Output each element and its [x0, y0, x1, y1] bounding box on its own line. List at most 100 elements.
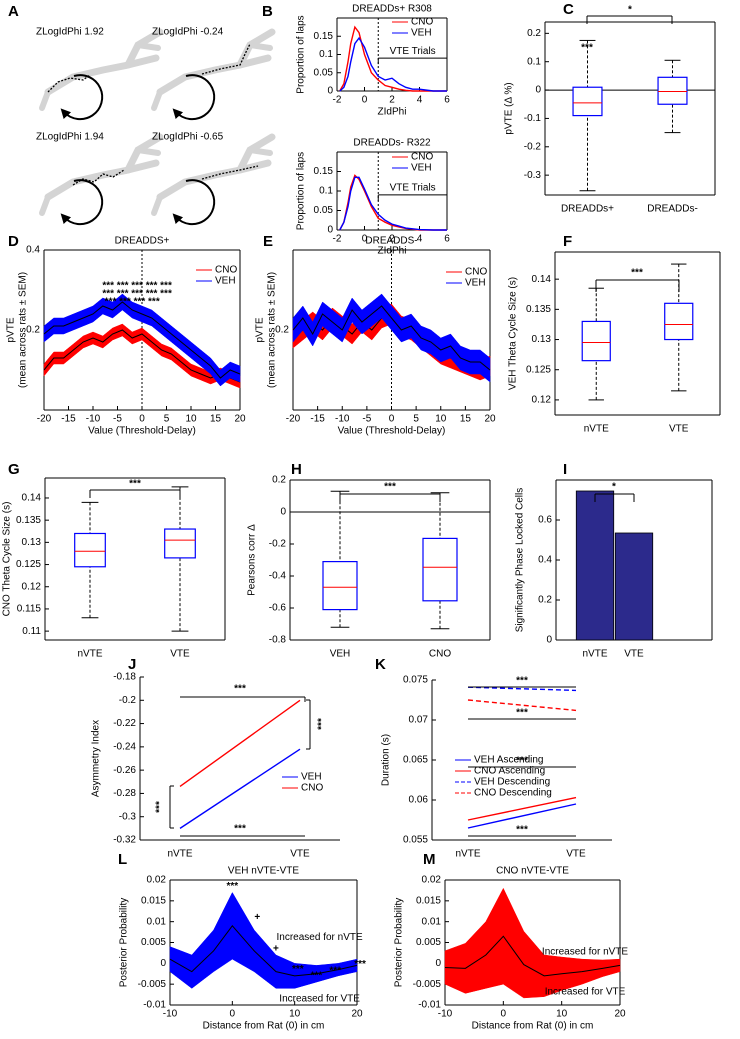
y-axis-label: Proportion of laps — [296, 152, 307, 230]
error-band — [43, 323, 241, 389]
annotation: VTE Trials — [390, 46, 436, 57]
y-tick-label: 0.12 — [532, 395, 552, 406]
note: Increased for VTE — [279, 993, 360, 1004]
y-tick-label: 0.1 — [527, 56, 541, 67]
x-tick-label: VTE — [624, 649, 644, 660]
y-tick-label: 0.4 — [538, 555, 552, 566]
y-tick-label: 0.01 — [422, 916, 442, 927]
x-tick-label: 6 — [444, 234, 450, 245]
significance: *** — [292, 964, 304, 975]
y-axis-label: CNO Theta Cycle Size (s) — [2, 502, 13, 617]
chart-title: DREADDs+ R308 — [352, 4, 432, 15]
y-tick-label: -0.22 — [113, 718, 136, 729]
x-tick-label: 10 — [556, 1009, 568, 1020]
box — [164, 528, 196, 559]
significance: *** — [581, 43, 593, 54]
note: Increased for nVTE — [277, 932, 363, 943]
panel-label: A — [8, 3, 19, 20]
series-line — [467, 686, 577, 692]
series-line — [467, 796, 577, 821]
x-tick-label: CNO — [429, 649, 451, 660]
chart-title: CNO nVTE-VTE — [496, 866, 569, 877]
y-tick-label: 0.055 — [403, 835, 428, 846]
x-tick-label: 0 — [501, 1009, 507, 1020]
x-tick-label: -15 — [310, 414, 325, 425]
y-tick-label: 0 — [535, 85, 541, 96]
box — [422, 537, 458, 602]
y-tick-label: -0.2 — [524, 141, 542, 152]
legend-label: VEH — [215, 276, 236, 287]
box — [657, 76, 688, 105]
box — [74, 532, 106, 568]
significance: *** — [516, 756, 528, 767]
y-tick-label: -0.1 — [524, 113, 542, 124]
error-band — [43, 293, 241, 387]
x-tick-label: 0 — [139, 414, 145, 425]
x-tick-label: nVTE — [584, 424, 609, 435]
significance: * — [628, 5, 632, 16]
x-tick-label: 0 — [389, 414, 395, 425]
y-tick-label: -0.3 — [524, 170, 542, 181]
box — [322, 560, 358, 611]
y-tick-label: 0 — [546, 635, 552, 646]
y-tick-label: 0.075 — [403, 675, 428, 686]
x-tick-label: nVTE — [455, 849, 480, 860]
x-axis-label: Value (Threshold-Delay) — [88, 426, 196, 437]
annotation: VTE Trials — [390, 183, 436, 194]
mean-line — [444, 935, 621, 977]
y-tick-label: 0.015 — [141, 895, 166, 906]
y-tick-label: 0.2 — [26, 325, 40, 336]
series-line — [179, 699, 301, 788]
x-tick-label: 20 — [234, 414, 246, 425]
significance: *** — [329, 965, 341, 976]
significance: *** — [234, 684, 246, 695]
y-tick-label: 0.1 — [319, 186, 333, 197]
y-tick-label: -0.3 — [119, 811, 137, 822]
x-tick-label: -5 — [362, 414, 371, 425]
significance: *** *** *** *** *** — [102, 281, 172, 292]
trial-label: ZLogIdPhi 1.94 — [36, 132, 104, 143]
x-tick-label: 20 — [614, 1009, 626, 1020]
x-tick-label: 0 — [362, 95, 368, 106]
y-tick-label: 0.005 — [416, 937, 441, 948]
x-tick-label: -20 — [37, 414, 52, 425]
x-tick-label: 4 — [417, 234, 423, 245]
y-axis-label: (mean across rats ± SEM) — [18, 272, 29, 388]
y-axis-label: pVTE — [255, 317, 266, 342]
maze-image: ZLogIdPhi -0.24 — [151, 27, 276, 121]
y-tick-label: -0.28 — [113, 788, 136, 799]
x-tick-label: 6 — [444, 95, 450, 106]
y-tick-label: 0.02 — [422, 875, 442, 886]
panel-label: L — [118, 851, 127, 868]
box — [581, 320, 611, 362]
y-tick-label: -0.8 — [269, 635, 287, 646]
x-tick-label: 5 — [413, 414, 419, 425]
significance: *** — [516, 676, 528, 687]
y-tick-label: 0.13 — [532, 334, 552, 345]
y-axis-label: Posterior Probability — [119, 898, 130, 987]
y-tick-label: -0.01 — [418, 1000, 441, 1011]
y-tick-label: 0.2 — [527, 28, 541, 39]
x-tick-label: 20 — [484, 414, 496, 425]
x-tick-label: 0 — [230, 1009, 236, 1020]
panel-label: G — [8, 461, 20, 478]
y-tick-label: 0.6 — [538, 515, 552, 526]
y-tick-label: 0.2 — [275, 325, 289, 336]
significance: *** — [129, 479, 141, 490]
y-tick-label: 0.02 — [147, 875, 167, 886]
error-band — [292, 293, 491, 383]
y-axis-label: pVTE (Δ %) — [504, 82, 515, 134]
significance: + — [254, 912, 260, 923]
bar — [575, 490, 615, 641]
x-tick-label: VTE — [290, 849, 310, 860]
significance: * — [612, 482, 616, 493]
y-tick-label: 0 — [327, 225, 333, 236]
y-tick-label: 0.125 — [16, 559, 41, 570]
series-line — [339, 36, 447, 92]
legend-label: VEH Ascending — [474, 755, 544, 766]
legend-label: CNO Descending — [474, 788, 552, 799]
panel-label: B — [262, 3, 273, 20]
chart-title: VEH nVTE-VTE — [228, 866, 299, 877]
y-axis-label: Significantly Phase Locked Cells — [515, 488, 526, 633]
